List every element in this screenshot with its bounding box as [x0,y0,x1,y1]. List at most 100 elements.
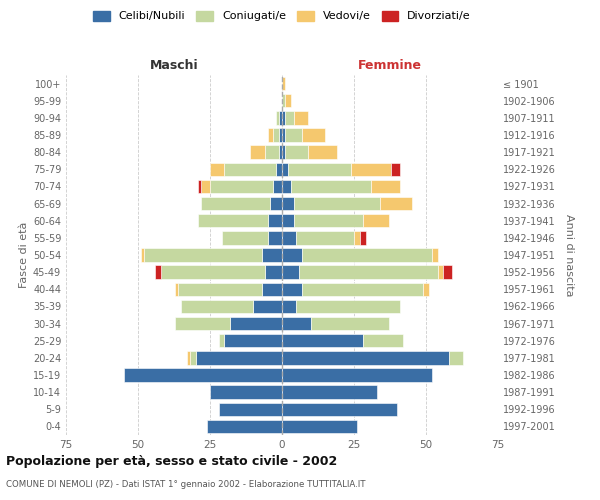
Bar [230,317,282,330]
Bar [423,282,429,296]
Bar [282,266,299,279]
Bar [282,111,285,124]
Bar [196,351,282,364]
Y-axis label: Anni di nascita: Anni di nascita [564,214,574,296]
Bar [302,248,432,262]
Bar [285,111,293,124]
Bar [432,248,437,262]
Bar [282,197,293,210]
Bar [285,128,302,141]
Bar [296,300,400,313]
Bar [282,300,296,313]
Bar [282,334,362,347]
Bar [282,146,285,159]
Bar [285,94,290,108]
Bar [290,180,371,193]
Bar [282,128,285,141]
Bar [199,180,202,193]
Bar [282,214,293,228]
Bar [268,214,282,228]
Bar [360,231,365,244]
Bar [271,197,282,210]
Bar [210,162,224,176]
Bar [282,420,357,433]
Bar [262,248,282,262]
Bar [279,146,282,159]
Bar [282,94,285,108]
Bar [299,266,437,279]
Bar [141,248,144,262]
Bar [276,111,279,124]
Bar [282,402,397,416]
Bar [274,180,282,193]
Bar [282,180,290,193]
Bar [224,162,276,176]
Bar [224,334,282,347]
Bar [362,214,389,228]
Bar [265,266,282,279]
Bar [391,162,400,176]
Bar [311,317,389,330]
Text: COMUNE DI NEMOLI (PZ) - Dati ISTAT 1° gennaio 2002 - Elaborazione TUTTITALIA.IT: COMUNE DI NEMOLI (PZ) - Dati ISTAT 1° ge… [6,480,365,489]
Bar [308,146,337,159]
Bar [199,214,268,228]
Bar [253,300,282,313]
Bar [279,128,282,141]
Text: Femmine: Femmine [358,58,422,71]
Bar [218,334,224,347]
Bar [449,351,463,364]
Bar [274,128,279,141]
Bar [207,420,282,433]
Bar [282,282,302,296]
Bar [354,231,360,244]
Bar [276,162,282,176]
Bar [210,386,282,399]
Bar [285,146,308,159]
Bar [124,368,282,382]
Bar [175,282,178,296]
Bar [282,351,449,364]
Bar [282,248,302,262]
Bar [187,351,190,364]
Bar [221,231,268,244]
Bar [178,282,262,296]
Bar [362,334,403,347]
Bar [282,317,311,330]
Bar [302,282,423,296]
Bar [181,300,253,313]
Bar [443,266,452,279]
Bar [202,197,271,210]
Bar [250,146,265,159]
Bar [268,128,274,141]
Bar [282,162,288,176]
Text: Maschi: Maschi [149,58,199,71]
Bar [218,402,282,416]
Bar [288,162,351,176]
Y-axis label: Fasce di età: Fasce di età [19,222,29,288]
Bar [282,368,432,382]
Bar [202,180,210,193]
Bar [293,197,380,210]
Bar [302,128,325,141]
Bar [144,248,262,262]
Bar [210,180,274,193]
Bar [371,180,400,193]
Bar [437,266,443,279]
Bar [282,386,377,399]
Bar [296,231,354,244]
Bar [282,231,296,244]
Bar [265,146,279,159]
Bar [293,214,362,228]
Bar [282,77,285,90]
Bar [279,111,282,124]
Bar [268,231,282,244]
Bar [293,111,308,124]
Bar [175,317,230,330]
Bar [190,351,196,364]
Bar [155,266,161,279]
Legend: Celibi/Nubili, Coniugati/e, Vedovi/e, Divorziati/e: Celibi/Nubili, Coniugati/e, Vedovi/e, Di… [93,10,471,22]
Bar [380,197,412,210]
Bar [351,162,391,176]
Bar [161,266,265,279]
Bar [262,282,282,296]
